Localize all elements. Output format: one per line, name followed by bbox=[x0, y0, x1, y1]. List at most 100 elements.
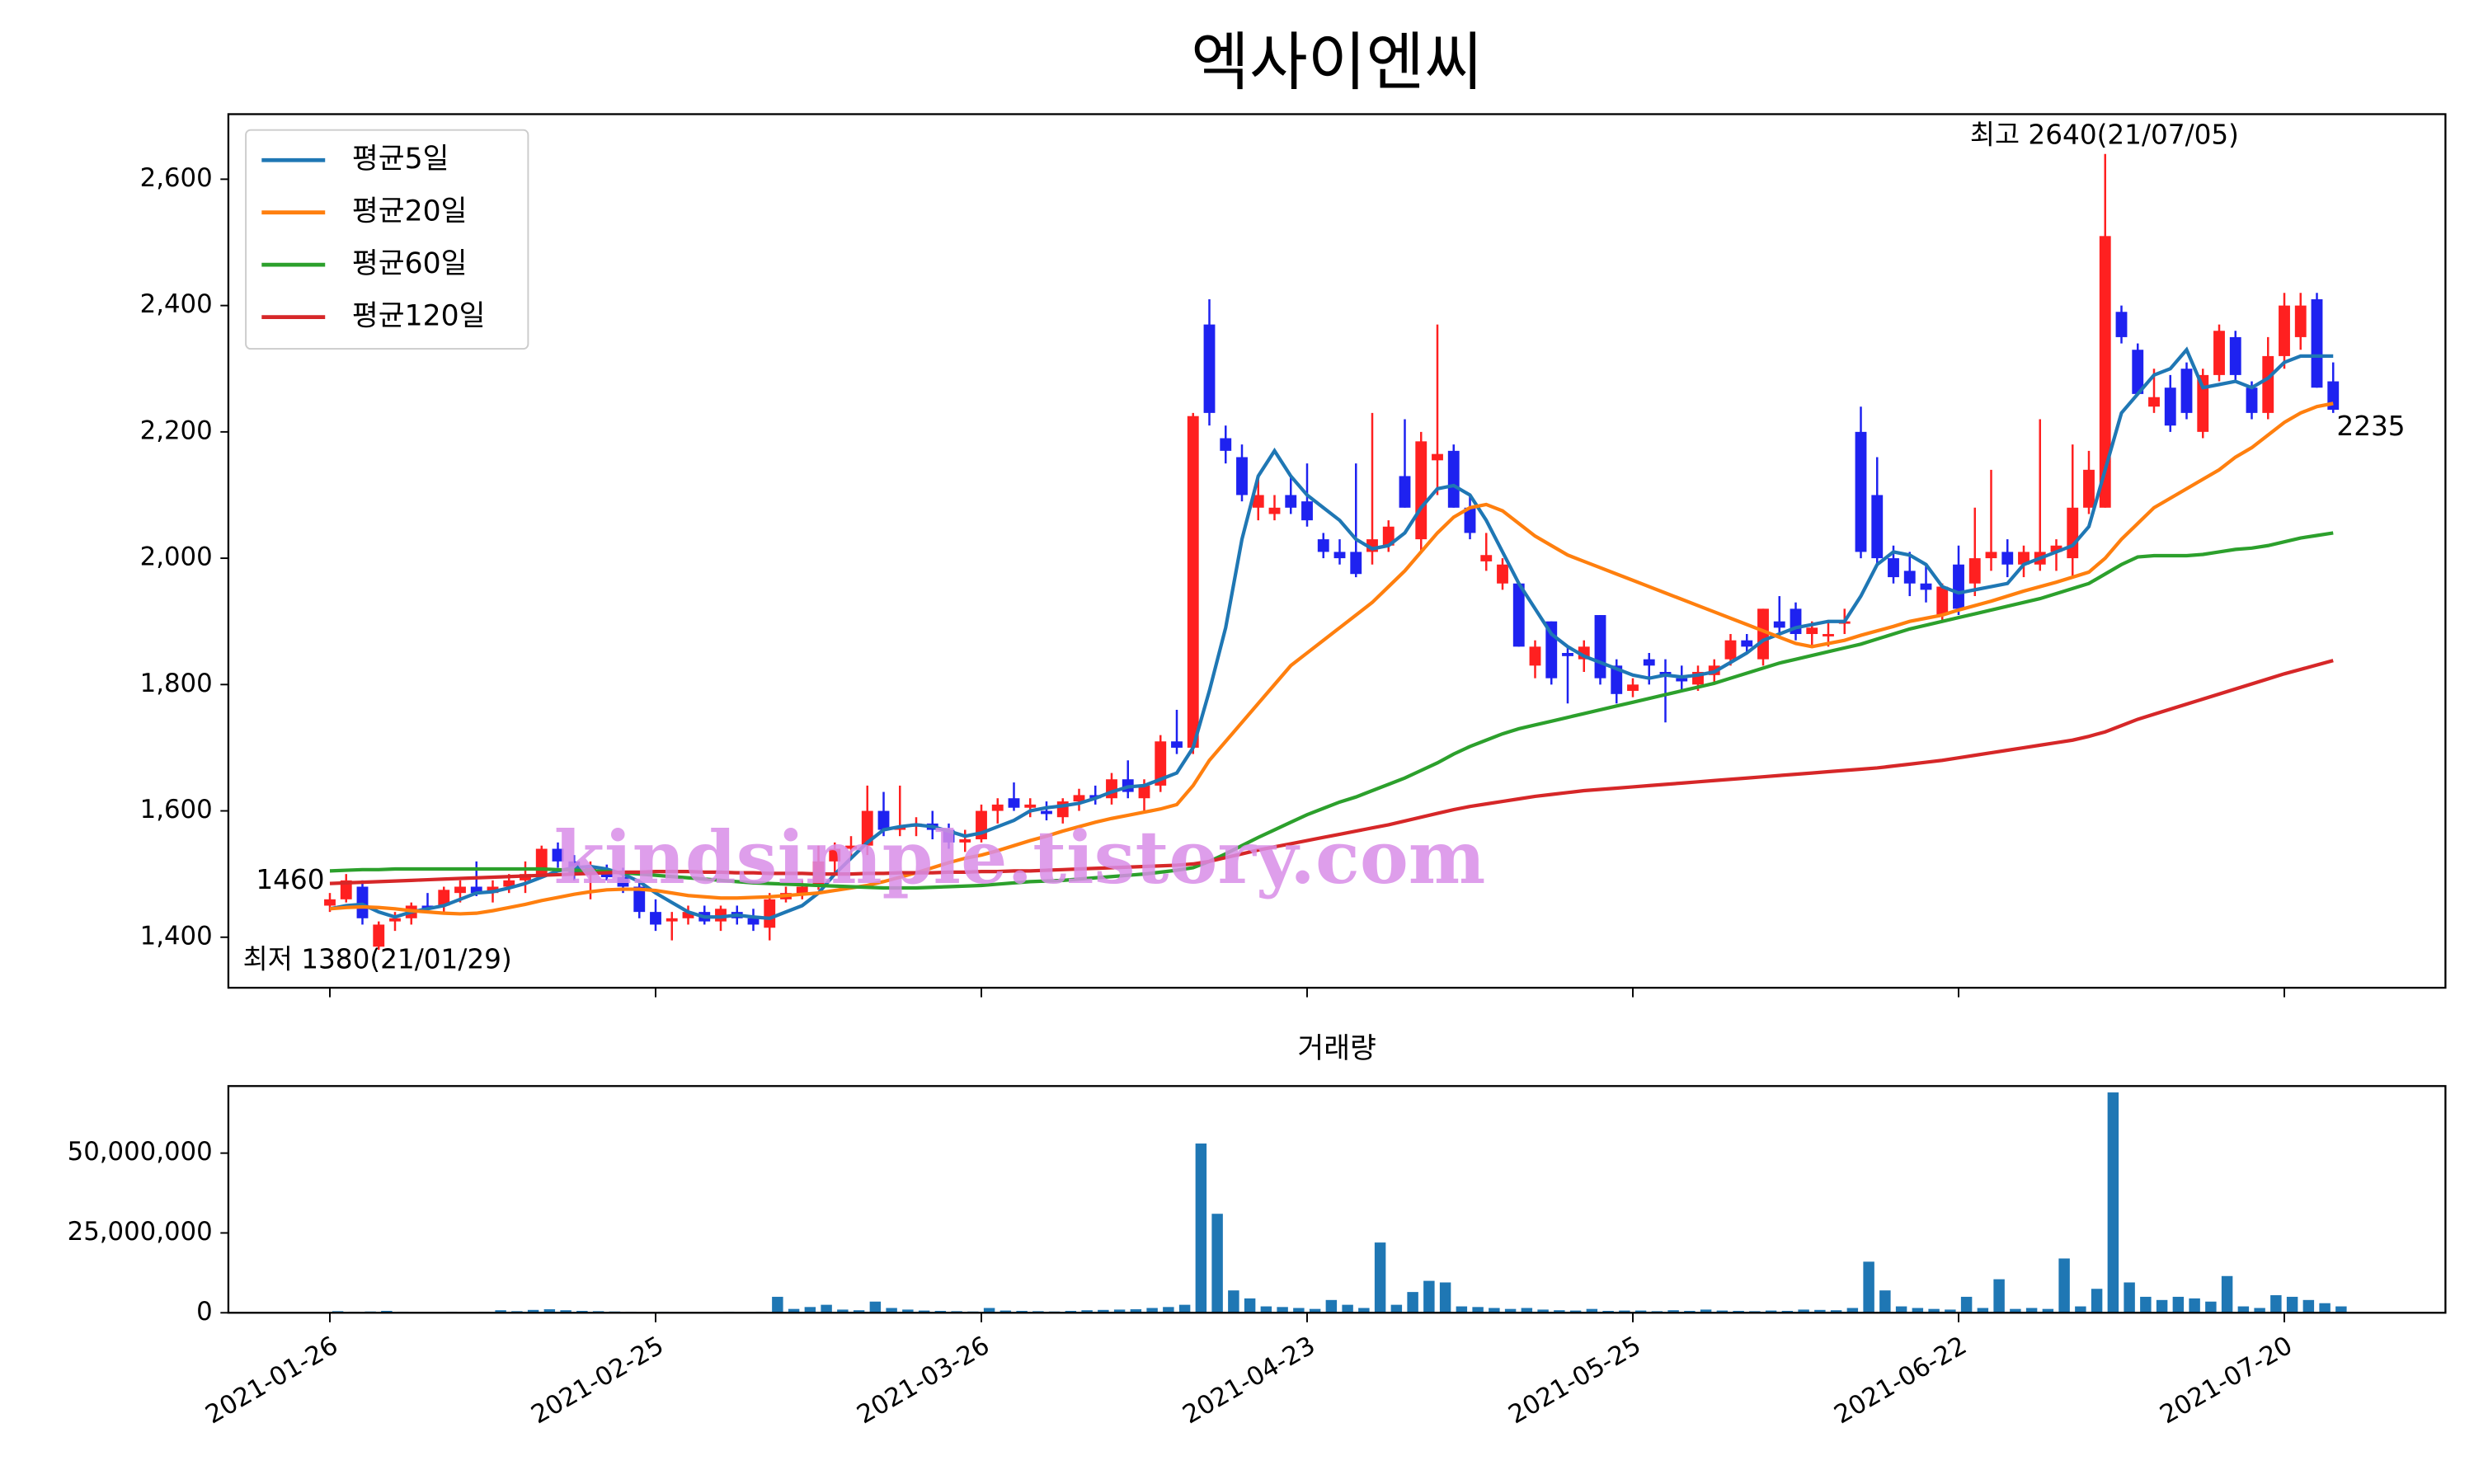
volume-bar bbox=[527, 1309, 539, 1313]
y-tick-label: 25,000,000 bbox=[68, 1217, 213, 1247]
volume-bar bbox=[1439, 1282, 1451, 1313]
candle-body bbox=[1903, 571, 1916, 584]
volume-bar bbox=[1113, 1309, 1126, 1313]
volume-bar bbox=[2156, 1299, 2168, 1313]
candle-body bbox=[1203, 324, 1216, 413]
candle-body bbox=[2213, 331, 2225, 375]
candle-body bbox=[2311, 298, 2323, 388]
candle-body bbox=[454, 886, 466, 894]
candle-body bbox=[1480, 555, 1493, 561]
volume-bar bbox=[1765, 1310, 1777, 1313]
volume-bar bbox=[1211, 1214, 1223, 1313]
volume-bar bbox=[837, 1309, 849, 1313]
volume-bar bbox=[1163, 1307, 1174, 1313]
volume-bar bbox=[2237, 1306, 2250, 1313]
volume-bar bbox=[1293, 1308, 1305, 1313]
candle-body bbox=[682, 912, 694, 918]
candle-body bbox=[1350, 552, 1362, 575]
volume-bar bbox=[2319, 1303, 2331, 1313]
candle-body bbox=[1594, 615, 1606, 679]
legend-label: 평균20일 bbox=[352, 195, 468, 228]
legend-label: 평균120일 bbox=[352, 300, 486, 333]
volume-bar bbox=[1537, 1309, 1549, 1313]
volume-bar bbox=[1456, 1306, 1468, 1313]
volume-bar bbox=[2140, 1296, 2152, 1313]
volume-bar bbox=[1814, 1309, 1826, 1313]
volume-bar bbox=[1798, 1309, 1809, 1313]
volume-bar bbox=[1863, 1261, 1874, 1313]
volume-bar bbox=[1423, 1280, 1435, 1313]
candle-body bbox=[1252, 495, 1264, 508]
candle-body bbox=[845, 845, 857, 849]
candle-body bbox=[1936, 586, 1949, 616]
volume-bar bbox=[2010, 1308, 2021, 1313]
volume-bar bbox=[772, 1296, 783, 1313]
volume-bar bbox=[1912, 1308, 1924, 1313]
candle-body bbox=[373, 924, 385, 947]
volume-bar bbox=[1146, 1308, 1158, 1313]
volume-bar bbox=[1895, 1306, 1907, 1313]
volume-bar bbox=[1634, 1310, 1647, 1313]
volume-bar bbox=[918, 1310, 930, 1313]
volume-bar bbox=[1977, 1308, 1989, 1313]
volume-bar bbox=[2205, 1301, 2217, 1313]
candle-body bbox=[2148, 397, 2160, 407]
candle-body bbox=[1008, 798, 1020, 808]
candle-body bbox=[2050, 545, 2062, 552]
volume-bar bbox=[1846, 1308, 1859, 1313]
volume-bar bbox=[1358, 1308, 1370, 1313]
candle-body bbox=[1138, 785, 1150, 799]
volume-bar bbox=[1277, 1307, 1288, 1313]
y-tick-label: 1,800 bbox=[140, 669, 213, 698]
volume-bar bbox=[1228, 1290, 1239, 1313]
candle-body bbox=[1187, 416, 1199, 748]
volume-bar bbox=[1342, 1304, 1353, 1313]
volume-bar bbox=[853, 1310, 865, 1313]
volume-bar bbox=[2302, 1299, 2315, 1313]
legend-label: 평균60일 bbox=[352, 247, 468, 280]
candle-body bbox=[1724, 640, 1737, 660]
candle-body bbox=[1447, 450, 1460, 508]
candle-body bbox=[1415, 441, 1427, 540]
volume-bar bbox=[1130, 1309, 1142, 1313]
candle-body bbox=[1757, 608, 1769, 660]
candle-body bbox=[633, 886, 646, 913]
candle-body bbox=[1741, 640, 1753, 647]
candle-body bbox=[2229, 336, 2241, 375]
candle-body bbox=[1155, 741, 1167, 786]
candle-body bbox=[1073, 795, 1085, 802]
candle-body bbox=[764, 899, 776, 928]
candle-body bbox=[1301, 501, 1313, 521]
candle-body bbox=[1611, 665, 1623, 694]
candle-body bbox=[991, 804, 1004, 811]
volume-bar bbox=[1081, 1310, 1093, 1313]
candle-body bbox=[2197, 374, 2209, 432]
y-tick-label: 50,000,000 bbox=[68, 1137, 213, 1167]
volume-bar bbox=[2025, 1308, 2038, 1313]
volume-bar bbox=[1325, 1299, 1338, 1313]
volume-bar bbox=[1504, 1308, 1517, 1313]
candle-body bbox=[2246, 387, 2258, 413]
candle-body bbox=[1171, 741, 1183, 748]
candle-body bbox=[617, 876, 629, 887]
candle-body bbox=[861, 810, 873, 846]
candle-body bbox=[1464, 507, 1476, 533]
y-tick-label: 2,600 bbox=[140, 163, 213, 193]
price-plot: 1,400 1,600 1,800 2,000 2,200 2,400 2,600 bbox=[140, 153, 2340, 998]
volume-bar bbox=[1945, 1309, 1956, 1313]
volume-bar bbox=[1733, 1310, 1744, 1313]
candle-body bbox=[1041, 810, 1052, 815]
volume-bar bbox=[1879, 1290, 1891, 1313]
y-tick-label: 2,400 bbox=[140, 289, 213, 319]
volume-bar bbox=[2221, 1275, 2233, 1313]
volume-bar bbox=[2172, 1296, 2185, 1313]
min-annotation: 최저 1380(21/01/29) bbox=[243, 943, 512, 974]
candle-body bbox=[552, 848, 564, 862]
volume-title: 거래량 bbox=[1297, 1032, 1376, 1065]
candle-body bbox=[389, 918, 401, 922]
volume-bar bbox=[1521, 1308, 1533, 1313]
candle-body bbox=[1806, 627, 1818, 635]
candle-body bbox=[1432, 453, 1443, 461]
volume-bar bbox=[2091, 1289, 2103, 1313]
